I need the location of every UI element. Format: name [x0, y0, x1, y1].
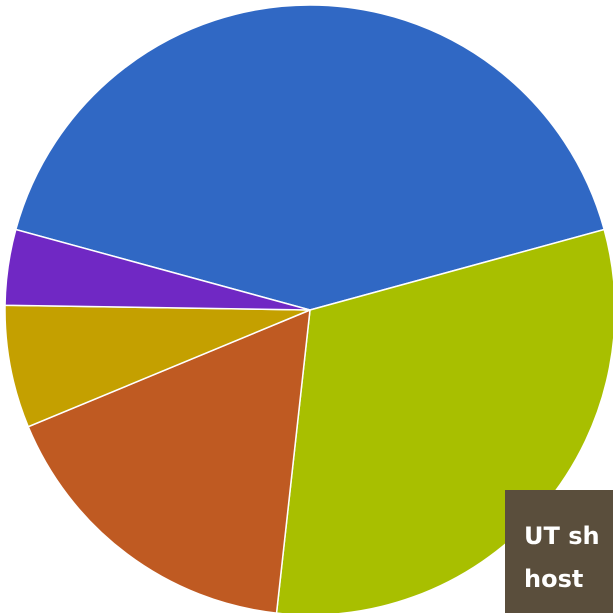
- annotation-line: UT sh: [524, 522, 600, 550]
- annotation-line: host: [524, 565, 583, 593]
- pie-slice: [14, 4, 606, 311]
- pie-slice: [27, 308, 311, 613]
- pie-slice: [4, 304, 311, 428]
- annotation-box: [505, 490, 613, 613]
- pie-slice: [4, 228, 311, 311]
